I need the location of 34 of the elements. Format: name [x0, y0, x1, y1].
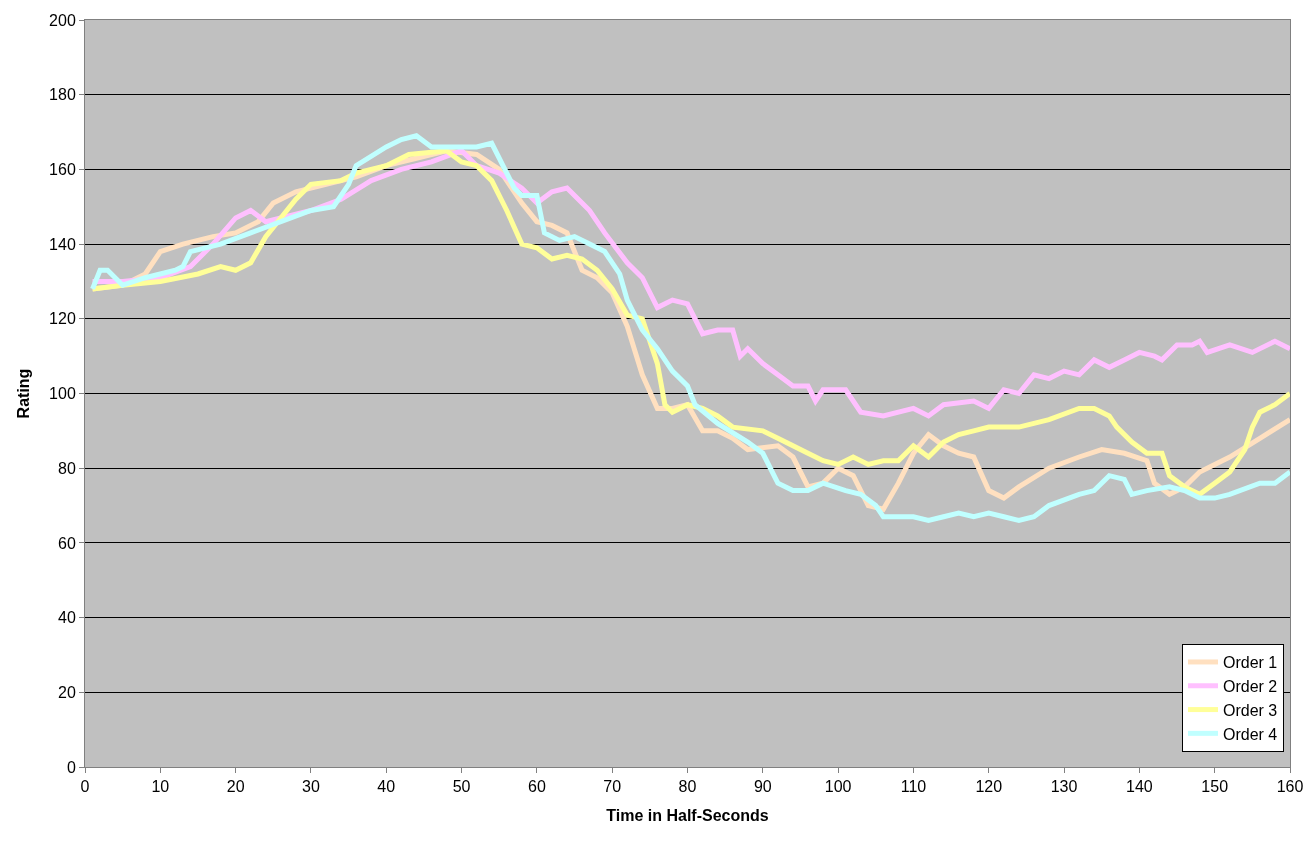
y-tick-label: 40	[58, 609, 76, 627]
x-tick-label: 0	[80, 778, 90, 796]
legend-label: Order 1	[1222, 654, 1278, 672]
x-tick-label: 120	[975, 778, 1003, 796]
x-tick-label: 160	[1276, 778, 1304, 796]
y-tick-label: 200	[49, 11, 76, 29]
y-tick-label: 60	[58, 534, 76, 552]
y-tick-label: 160	[49, 161, 76, 178]
x-tick-label: 100	[824, 778, 852, 796]
x-tick-label: 140	[1126, 778, 1153, 796]
x-tick-label: 40	[377, 778, 396, 796]
y-tick-label: 140	[49, 235, 76, 253]
y-tick-label: 180	[49, 86, 76, 104]
legend-label: Order 2	[1222, 678, 1278, 695]
x-tick-label: 130	[1050, 778, 1078, 796]
y-tick-label: 0	[66, 758, 76, 776]
x-tick-label: 50	[452, 778, 471, 796]
y-tick-label: 80	[58, 459, 76, 477]
x-tick-label: 10	[151, 778, 170, 796]
x-tick-label: 80	[678, 778, 697, 796]
x-tick-label: 30	[302, 778, 320, 796]
y-tick-label: 120	[49, 310, 76, 328]
legend-label: Order 3	[1222, 701, 1278, 719]
x-tick-label: 150	[1201, 778, 1229, 796]
x-axis-title: Time in Half-Seconds	[606, 806, 769, 824]
x-tick-label: 70	[603, 778, 622, 796]
y-tick-label: 20	[58, 683, 76, 701]
legend-label: Order 4	[1222, 725, 1278, 743]
y-tick-label: 100	[49, 385, 76, 403]
x-tick-label: 110	[900, 778, 927, 796]
y-axis-title: Rating	[15, 368, 32, 419]
x-tick-label: 20	[226, 778, 245, 796]
x-tick-label: 60	[527, 778, 546, 796]
x-tick-label: 90	[753, 778, 772, 796]
